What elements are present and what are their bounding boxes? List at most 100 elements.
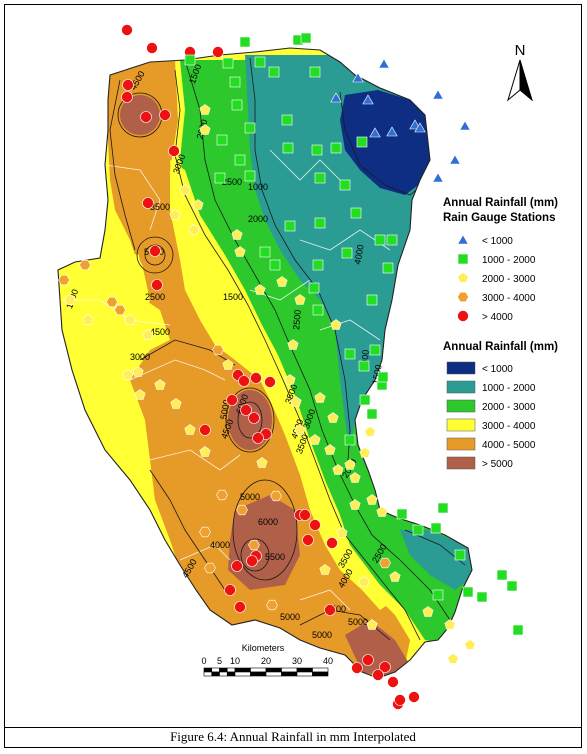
station-circle-marker — [121, 24, 133, 36]
station-square-marker — [454, 549, 466, 561]
station-pentagon-marker — [179, 184, 191, 195]
scale-tick-label: 20 — [261, 656, 271, 666]
station-circle-marker — [309, 519, 321, 531]
station-hexagon-marker — [79, 259, 91, 271]
station-square-marker — [430, 522, 442, 534]
station-circle-marker — [199, 424, 211, 436]
station-pentagon-marker — [199, 446, 211, 457]
station-square-marker — [312, 304, 324, 316]
contour-label: 2500 — [291, 309, 303, 330]
station-pentagon-marker — [184, 424, 196, 435]
station-pentagon-marker — [231, 229, 243, 240]
legend-station-pentagon-icon — [457, 272, 469, 283]
station-square-marker — [309, 66, 321, 78]
station-circle-marker — [246, 555, 258, 567]
station-circle-marker — [264, 376, 276, 388]
station-square-marker — [314, 217, 326, 229]
legend-rainfall-label: 1000 - 2000 — [482, 383, 536, 394]
station-square-marker — [312, 259, 324, 271]
contour-label: 4500 — [150, 327, 170, 337]
station-pentagon-marker — [294, 294, 306, 305]
station-hexagon-marker — [114, 304, 126, 316]
station-square-marker — [396, 508, 408, 520]
station-square-marker — [374, 234, 386, 246]
north-arrow: N — [507, 42, 533, 102]
north-arrow-left-half — [507, 59, 521, 102]
scale-segment-top — [234, 667, 251, 673]
station-square-marker — [412, 524, 424, 536]
scale-segment-top — [219, 667, 228, 673]
contour-label: 2500 — [222, 177, 242, 187]
station-pentagon-marker — [64, 294, 76, 305]
station-square-marker — [268, 66, 280, 78]
legend-rainfall: Annual Rainfall (mm) < 1000 1000 - 2000 20… — [443, 341, 558, 470]
legend-rainfall-title: Annual Rainfall (mm) — [443, 341, 558, 353]
station-square-marker — [476, 591, 488, 603]
contour-label: 2000 — [248, 214, 268, 224]
station-pentagon-marker — [336, 527, 348, 538]
zone-4000-5000 — [100, 60, 410, 678]
station-pentagon-marker — [376, 506, 388, 517]
station-square-marker — [462, 586, 474, 598]
station-pentagon-marker — [284, 374, 296, 385]
station-pentagon-marker — [287, 339, 299, 350]
station-circle-marker — [140, 111, 152, 123]
figure-frame — [4, 4, 582, 748]
station-pentagon-marker — [234, 246, 246, 257]
station-pentagon-marker — [389, 571, 401, 582]
station-square-marker — [269, 259, 281, 271]
contour-label: 5000 — [240, 492, 260, 502]
station-circle-marker — [299, 509, 311, 521]
legend-rainfall-swatch — [446, 399, 476, 413]
station-circle-marker — [250, 372, 262, 384]
north-arrow-right-half — [519, 59, 533, 102]
station-circle-marker — [149, 245, 161, 257]
scale-segment-bottom — [211, 671, 220, 677]
station-pentagon-marker — [142, 329, 154, 340]
station-pentagon-marker — [327, 412, 339, 423]
station-square-marker — [344, 348, 356, 360]
station-circle-marker — [252, 432, 264, 444]
station-pentagon-marker — [330, 319, 342, 330]
station-triangle-marker — [362, 94, 374, 105]
station-hexagon-marker — [236, 504, 248, 516]
station-square-marker — [432, 589, 444, 601]
station-pentagon-marker — [254, 284, 266, 295]
station-hexagon-marker — [199, 526, 211, 538]
legend-stations-title-1: Annual Rainfall (mm) — [443, 197, 558, 209]
station-square-marker — [314, 172, 326, 184]
contour-label: 1000 — [248, 182, 268, 192]
station-pentagon-marker — [422, 606, 434, 617]
station-pentagon-marker — [199, 124, 211, 135]
station-circle-marker — [224, 584, 236, 596]
rain-gauge-stations — [58, 24, 524, 710]
station-square-marker — [259, 246, 271, 258]
station-pentagon-marker — [276, 276, 288, 287]
station-circle-marker — [324, 604, 336, 616]
station-square-marker — [239, 36, 251, 48]
station-pentagon-marker — [309, 434, 321, 445]
station-circle-marker — [394, 694, 406, 706]
station-square-marker — [184, 54, 196, 66]
station-triangle-marker — [432, 172, 444, 183]
station-pentagon-marker — [349, 499, 361, 510]
station-pentagon-marker — [134, 389, 146, 400]
scale-segment-top — [226, 667, 236, 673]
zone-3000-4000-band — [170, 160, 395, 610]
legend-rainfall-swatch — [446, 456, 476, 470]
legend-rainfall-swatch — [446, 437, 476, 451]
station-pentagon-marker — [124, 314, 136, 325]
station-circle-marker — [231, 560, 243, 572]
contour-label: 5000 — [312, 630, 332, 640]
contour-label: 4500 — [326, 604, 346, 614]
legend-stations: Annual Rainfall (mm) Rain Gauge Stations… — [443, 197, 558, 323]
station-square-marker — [308, 282, 320, 294]
station-pentagon-marker — [358, 576, 370, 587]
station-square-marker — [231, 99, 243, 111]
station-pentagon-marker — [154, 379, 166, 390]
station-circle-marker — [121, 91, 133, 103]
station-pentagon-marker — [332, 464, 344, 475]
station-pentagon-marker — [314, 392, 326, 403]
station-square-marker — [386, 234, 398, 246]
station-square-marker — [382, 262, 394, 274]
